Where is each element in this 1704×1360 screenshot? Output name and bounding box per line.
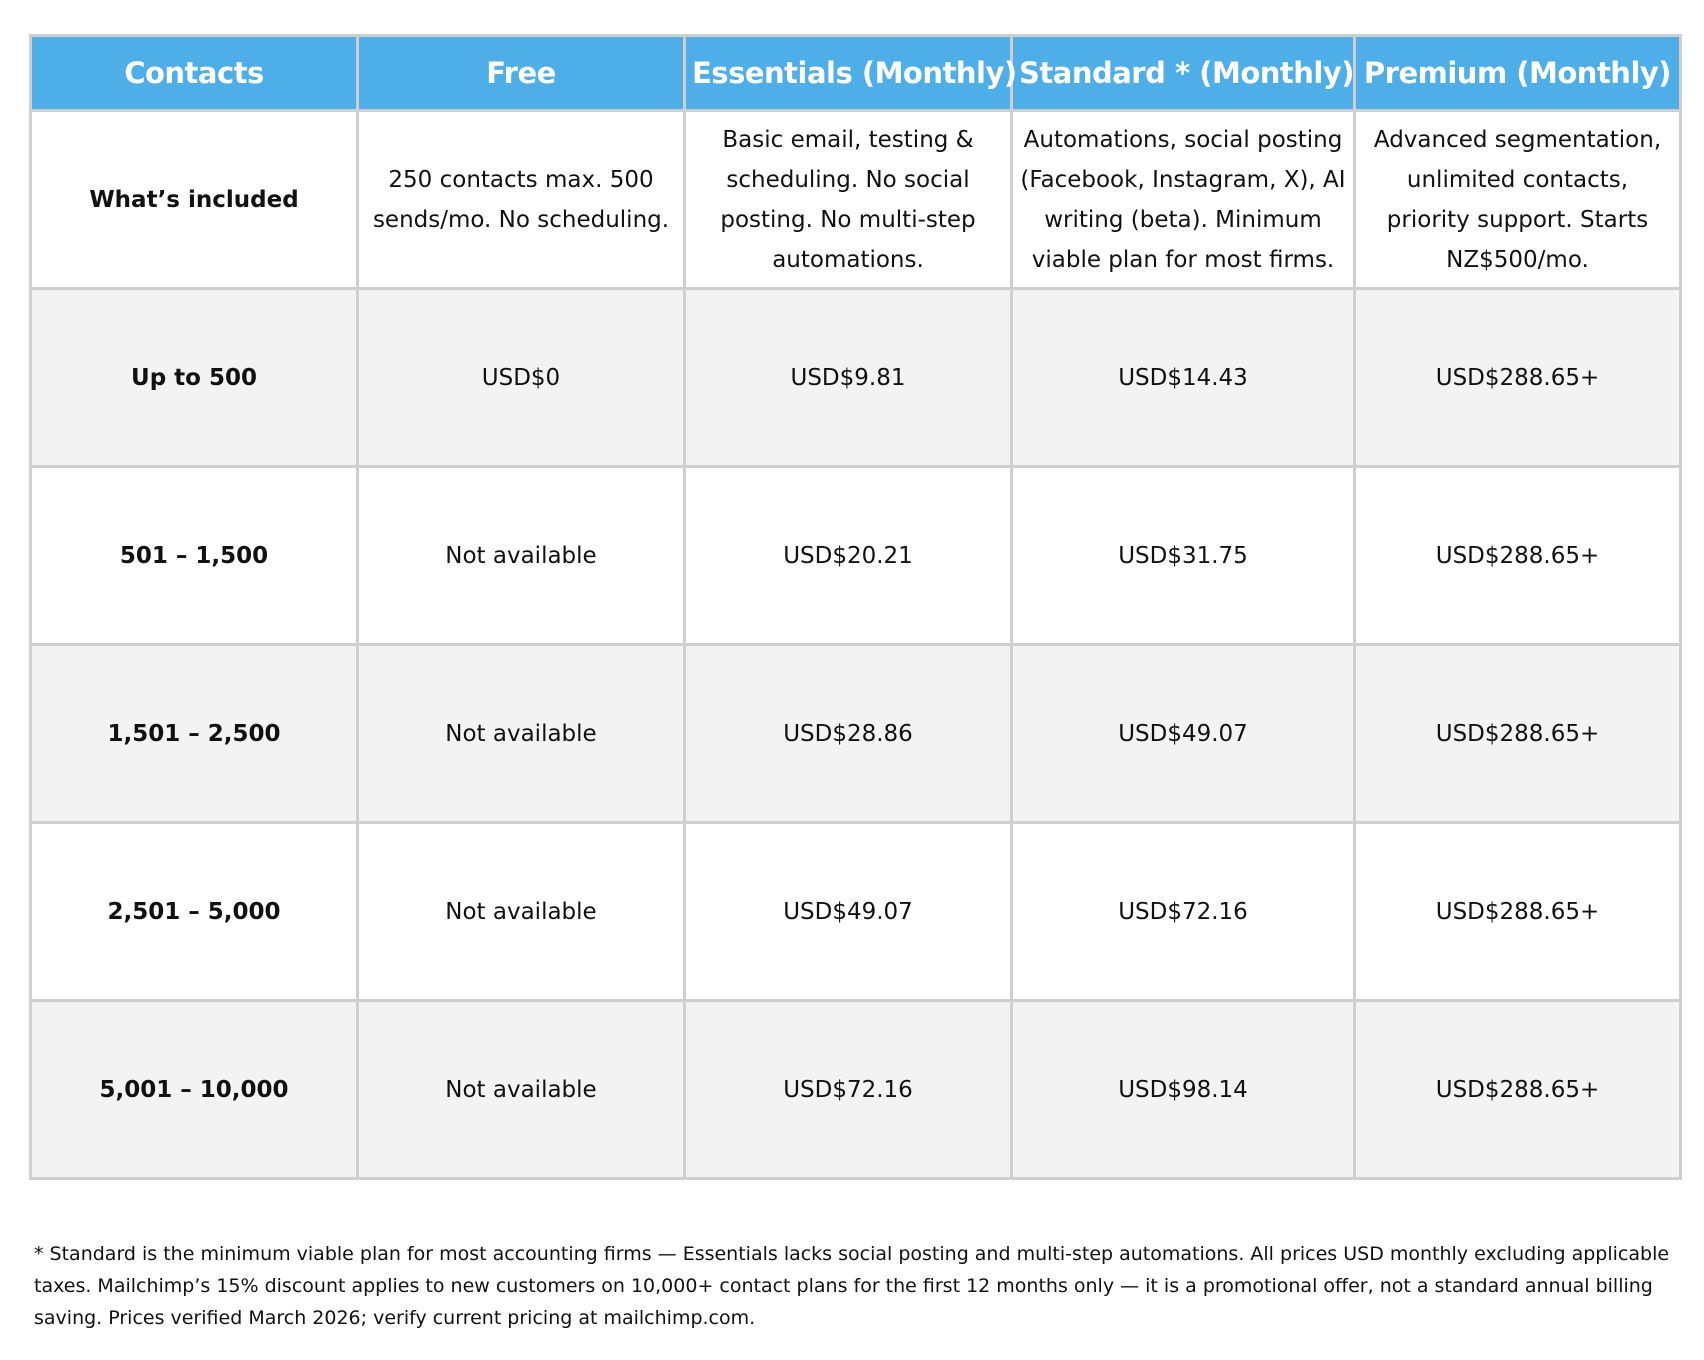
table-row: Up to 500 USD$0 USD$9.81 USD$14.43 USD$288.6…: [29, 287, 1682, 468]
table-cell: Basic email, testing & scheduling. No so…: [683, 109, 1013, 290]
table-cell: Not available: [356, 465, 686, 646]
header-cell: Premium (Monthly): [1353, 34, 1682, 112]
row-label: What’s included: [29, 109, 359, 290]
table-cell: USD$31.75: [1010, 465, 1356, 646]
table-cell: Not available: [356, 821, 686, 1002]
table-cell: USD$72.16: [683, 999, 1013, 1180]
table-row: 5,001 – 10,000 Not available USD$72.16 USD$…: [29, 999, 1682, 1180]
header-cell: Standard * (Monthly): [1010, 34, 1356, 112]
table-row: 501 – 1,500 Not available USD$20.21 USD$31.…: [29, 465, 1682, 646]
table-cell: Not available: [356, 999, 686, 1180]
table-cell: USD$98.14: [1010, 999, 1356, 1180]
table-cell: Advanced segmentation, unlimited contact…: [1353, 109, 1682, 290]
footnote: * Standard is the minimum viable plan fo…: [34, 1243, 1670, 1329]
table-row: 2,501 – 5,000 Not available USD$49.07 USD$7…: [29, 821, 1682, 1002]
table-cell: USD$0: [356, 287, 686, 468]
table-cell: USD$49.07: [683, 821, 1013, 1002]
header-cell: Free: [356, 34, 686, 112]
table-cell: USD$9.81: [683, 287, 1013, 468]
table-cell: USD$288.65+: [1353, 287, 1682, 468]
table-cell: USD$72.16: [1010, 821, 1356, 1002]
table-cell: USD$288.65+: [1353, 821, 1682, 1002]
row-label: 2,501 – 5,000: [29, 821, 359, 1002]
table-cell: USD$288.65+: [1353, 465, 1682, 646]
table-cell: Automations, social posting (Facebook, I…: [1010, 109, 1356, 290]
header-row: Contacts Free Essentials (Monthly) Standard…: [29, 34, 1682, 112]
table-cell: Not available: [356, 643, 686, 824]
row-label: 1,501 – 2,500: [29, 643, 359, 824]
header-cell: Essentials (Monthly): [683, 34, 1017, 112]
table-cell: USD$28.86: [683, 643, 1013, 824]
row-label: Up to 500: [29, 287, 359, 468]
header-cell: Contacts: [29, 34, 359, 112]
table-cell: USD$20.21: [683, 465, 1013, 646]
row-label: 501 – 1,500: [29, 465, 359, 646]
table-cell: USD$14.43: [1010, 287, 1356, 468]
table-cell: USD$288.65+: [1353, 643, 1682, 824]
row-label: 5,001 – 10,000: [29, 999, 359, 1180]
table-row: 1,501 – 2,500 Not available USD$28.86 USD$4…: [29, 643, 1682, 824]
table-cell: USD$49.07: [1010, 643, 1356, 824]
table-cell: USD$288.65+: [1353, 999, 1682, 1180]
table-cell: 250 contacts max. 500 sends/mo. No sched…: [356, 109, 686, 290]
pricing-table: Contacts Free Essentials (Monthly) Standard…: [29, 34, 1682, 1180]
table-row: What’s included 250 contacts max. 500 sen…: [29, 109, 1682, 290]
